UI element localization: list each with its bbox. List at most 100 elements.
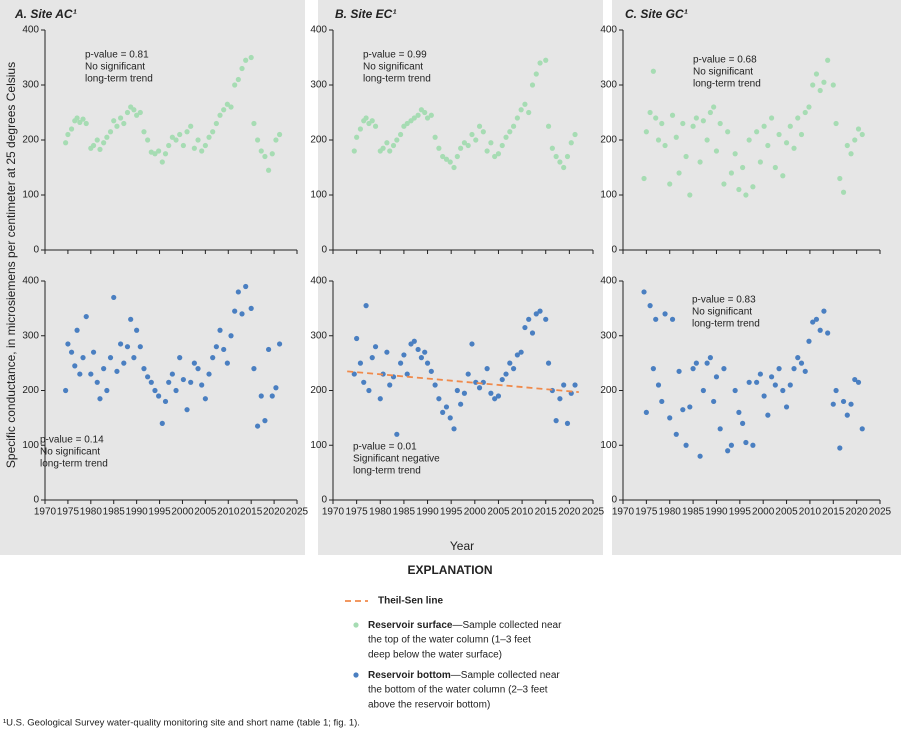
x-tick-label: 2025 xyxy=(869,507,892,518)
annotation: long-term trend xyxy=(692,319,760,330)
data-point xyxy=(833,387,839,394)
data-point xyxy=(768,115,775,121)
data-point xyxy=(411,338,417,344)
data-point xyxy=(228,104,234,110)
data-point xyxy=(221,346,227,353)
data-point xyxy=(74,327,80,333)
annotation: p-value = 0.81 xyxy=(85,50,149,61)
data-point xyxy=(141,129,147,135)
data-point xyxy=(837,175,843,182)
data-point xyxy=(522,324,528,331)
x-tick-label: 1975 xyxy=(635,507,658,518)
data-point xyxy=(693,360,699,366)
x-tick-label: 1990 xyxy=(705,507,728,518)
data-point xyxy=(94,379,100,385)
data-point xyxy=(232,82,238,88)
data-point xyxy=(118,115,124,121)
data-point xyxy=(361,379,367,385)
data-point xyxy=(772,164,778,171)
data-point xyxy=(725,129,731,135)
data-point xyxy=(269,151,275,157)
data-point xyxy=(852,376,858,383)
data-point xyxy=(507,360,513,366)
data-point xyxy=(372,123,379,129)
data-point xyxy=(68,349,75,355)
y-tick-label: 400 xyxy=(22,276,39,287)
data-point xyxy=(503,371,509,377)
data-point xyxy=(572,131,578,138)
data-point xyxy=(251,120,257,127)
data-point xyxy=(432,134,438,140)
data-point xyxy=(848,151,854,157)
data-point xyxy=(83,313,89,320)
y-tick-label: 400 xyxy=(600,25,617,36)
data-point xyxy=(653,316,659,322)
data-point xyxy=(465,371,471,377)
y-tick-label: 400 xyxy=(22,25,39,36)
data-point xyxy=(484,366,490,372)
data-point xyxy=(418,355,424,361)
data-point xyxy=(564,153,571,160)
y-axis-label: Specific conductance, in microsiemens pe… xyxy=(4,62,18,468)
data-point xyxy=(188,379,194,385)
y-tick-label: 200 xyxy=(22,135,39,146)
x-tick-label: 1980 xyxy=(369,507,392,518)
data-point xyxy=(728,442,735,448)
x-tick-label: 1985 xyxy=(103,507,126,518)
data-point xyxy=(152,387,158,394)
data-point xyxy=(647,303,653,309)
data-point xyxy=(713,374,720,380)
data-point xyxy=(191,145,197,151)
data-point xyxy=(568,140,574,146)
data-point xyxy=(366,387,372,394)
data-point xyxy=(380,145,386,151)
data-point xyxy=(380,371,386,377)
data-point xyxy=(195,366,201,372)
data-point xyxy=(533,71,539,77)
data-point xyxy=(754,129,760,135)
data-point xyxy=(184,407,190,413)
data-point xyxy=(221,107,227,113)
data-point xyxy=(553,153,559,160)
x-tick-label: 1985 xyxy=(682,507,705,518)
data-point xyxy=(510,366,517,372)
data-point xyxy=(780,173,786,179)
data-point xyxy=(411,115,417,121)
x-tick-label: 2005 xyxy=(487,507,510,518)
data-point xyxy=(813,316,820,322)
y-tick-label: 200 xyxy=(310,135,327,146)
annotation: No significant xyxy=(693,67,753,78)
data-point xyxy=(514,352,520,358)
data-point xyxy=(415,346,421,353)
y-tick-label: 400 xyxy=(310,276,327,287)
data-point xyxy=(258,393,264,399)
data-point xyxy=(802,109,808,116)
data-point xyxy=(111,294,117,301)
x-tick-label: 1980 xyxy=(659,507,682,518)
y-tick-label: 300 xyxy=(22,80,39,91)
data-point xyxy=(813,71,820,77)
data-point xyxy=(693,115,699,121)
data-point xyxy=(148,379,154,385)
data-point xyxy=(210,129,216,135)
data-point xyxy=(659,398,665,405)
panel-title: A. Site AC¹ xyxy=(14,7,77,21)
data-point xyxy=(202,142,208,149)
data-point xyxy=(436,145,442,151)
data-point xyxy=(162,398,169,405)
x-tick-label: 1975 xyxy=(346,507,369,518)
data-point xyxy=(669,112,676,118)
data-point xyxy=(772,382,778,388)
data-point xyxy=(265,346,272,353)
y-tick-label: 0 xyxy=(321,245,327,256)
data-point xyxy=(697,453,703,459)
y-tick-label: 100 xyxy=(310,440,327,451)
data-point xyxy=(213,344,219,350)
data-point xyxy=(180,376,186,383)
annotation: No significant xyxy=(40,447,100,458)
data-point xyxy=(141,366,147,372)
y-tick-label: 200 xyxy=(310,385,327,396)
data-point xyxy=(553,418,559,424)
x-tick-label: 2010 xyxy=(799,507,822,518)
data-point xyxy=(104,134,110,140)
